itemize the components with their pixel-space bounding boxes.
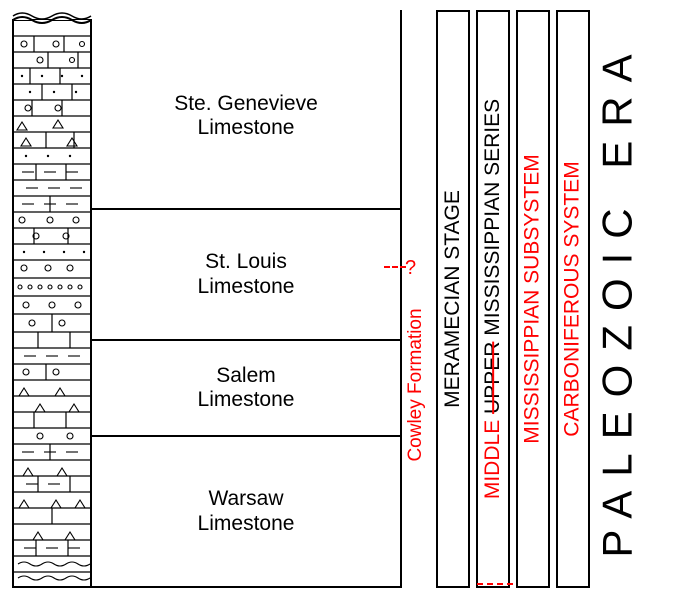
unit-warsaw: WarsawLimestone xyxy=(92,435,402,588)
system-column: CARBONIFEROUS SYSTEM xyxy=(556,10,590,588)
series-prefix: MIDDLE xyxy=(481,414,504,499)
stage-label: MERAMECIAN STAGE xyxy=(441,190,465,408)
unit-label: Ste. GenevieveLimestone xyxy=(174,92,318,140)
unit-label: SalemLimestone xyxy=(198,364,295,412)
stratigraphic-diagram: Ste. GenevieveLimestone St. LouisLimesto… xyxy=(12,10,670,588)
system-label: CARBONIFEROUS SYSTEM xyxy=(561,161,585,436)
stage-column: MERAMECIAN STAGE xyxy=(436,10,470,588)
series-bottom-dash xyxy=(477,583,513,587)
unit-label: WarsawLimestone xyxy=(198,487,295,535)
era-column: PALEOZOIC ERA xyxy=(596,10,640,588)
series-label: MIDDLE UPPER MISSISSIPPIAN SERIES xyxy=(481,99,505,499)
series-column: MIDDLE UPPER MISSISSIPPIAN SERIES xyxy=(476,10,510,588)
question-mark: ? xyxy=(405,257,416,280)
subsystem-label: MISSISSIPPIAN SUBSYSTEM xyxy=(521,154,545,443)
unit-ste-genevieve: Ste. GenevieveLimestone xyxy=(92,10,402,208)
subsystem-column: MISSISSIPPIAN SUBSYSTEM xyxy=(516,10,550,588)
unit-salem: SalemLimestone xyxy=(92,339,402,435)
cowley-label: Cowley Formation xyxy=(405,308,427,461)
unit-st-louis: St. LouisLimestone xyxy=(92,208,402,339)
series-suffix: MISSISSIPPIAN SERIES xyxy=(481,99,504,342)
cowley-column: ? Cowley Formation xyxy=(402,10,430,588)
formation-column: Ste. GenevieveLimestone St. LouisLimesto… xyxy=(92,10,402,588)
series-struck: UPPER xyxy=(481,342,504,414)
unit-label: St. LouisLimestone xyxy=(198,250,295,298)
lithology-column xyxy=(12,10,92,588)
era-label: PALEOZOIC ERA xyxy=(594,40,642,557)
uncertain-boundary-dash xyxy=(384,266,406,268)
